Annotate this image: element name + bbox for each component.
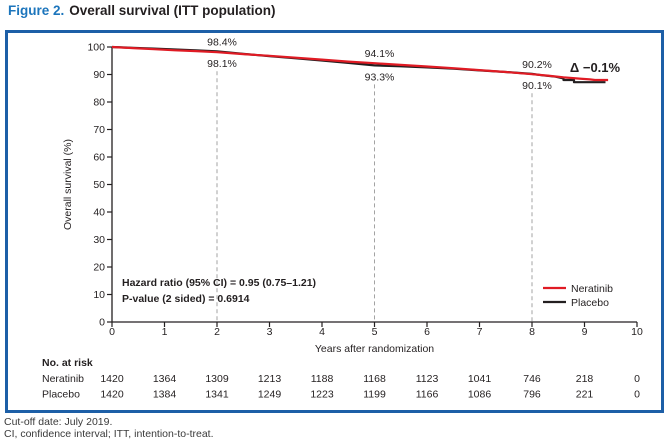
risk-value: 746 — [523, 373, 541, 385]
x-tick-label: 4 — [319, 326, 325, 338]
x-axis-label: Years after randomization — [315, 343, 434, 355]
x-tick-label: 5 — [372, 326, 378, 338]
y-tick-label: 40 — [93, 207, 105, 219]
risk-value: 221 — [576, 389, 594, 401]
survival-rate-annotation: 90.1% — [522, 80, 552, 92]
risk-row-name-neratinib: Neratinib — [42, 373, 84, 385]
risk-value: 1123 — [416, 373, 439, 385]
p-value-text: P-value (2 sided) = 0.6914 — [122, 293, 250, 305]
delta-annotation: Δ −0.1% — [570, 60, 621, 75]
neratinib-survival-curve — [111, 45, 609, 82]
y-tick-label: 70 — [93, 124, 105, 136]
cutoff-date-note: Cut-off date: July 2019. — [4, 416, 113, 428]
risk-value: 1041 — [468, 373, 492, 385]
x-tick-label: 10 — [631, 326, 643, 338]
risk-value: 1341 — [205, 389, 229, 401]
survival-rate-annotation: 93.3% — [365, 71, 395, 83]
risk-value: 1166 — [416, 389, 439, 401]
risk-value: 1249 — [258, 389, 282, 401]
x-tick-label: 2 — [214, 326, 220, 338]
figure-panel: 0 10 20 30 40 50 60 70 80 90 100 0 1 2 3 4 5 6 7 8 9 10 Years … — [5, 30, 664, 413]
x-tick-label: 0 — [109, 326, 115, 338]
risk-value: 1168 — [363, 373, 386, 385]
survival-rate-annotation: 90.2% — [522, 59, 552, 71]
risk-value: 1364 — [153, 373, 177, 385]
survival-rate-annotation: 98.4% — [207, 36, 237, 48]
risk-value: 1420 — [100, 373, 124, 385]
risk-value: 1223 — [310, 389, 334, 401]
risk-value: 218 — [576, 373, 594, 385]
survival-chart: 0 10 20 30 40 50 60 70 80 90 100 0 1 2 3 4 5 6 7 8 9 10 Years … — [42, 36, 643, 401]
x-tick-label: 1 — [162, 326, 168, 338]
y-tick-label: 60 — [93, 152, 105, 164]
hazard-ratio-text: Hazard ratio (95% CI) = 0.95 (0.75–1.21) — [122, 277, 316, 289]
survival-rate-annotation: 94.1% — [365, 48, 395, 60]
figure-title-text: Overall survival (ITT population) — [69, 3, 276, 18]
risk-value: 0 — [634, 389, 640, 401]
risk-value: 1384 — [153, 389, 177, 401]
risk-row-name-placebo: Placebo — [42, 389, 80, 401]
y-axis-label: Overall survival (%) — [62, 139, 74, 230]
risk-value: 0 — [634, 373, 640, 385]
legend-label-placebo: Placebo — [571, 297, 609, 309]
risk-value: 1188 — [311, 373, 334, 385]
y-tick-label: 20 — [93, 262, 105, 274]
x-tick-label: 9 — [582, 326, 588, 338]
x-tick-label: 6 — [424, 326, 430, 338]
risk-value: 1420 — [100, 389, 124, 401]
y-tick-label: 10 — [93, 289, 105, 301]
risk-value: 1086 — [468, 389, 492, 401]
y-tick-label: 0 — [99, 317, 105, 329]
risk-value: 1213 — [258, 373, 282, 385]
risk-table-header: No. at risk — [42, 357, 93, 369]
x-tick-label: 7 — [477, 326, 483, 338]
risk-value: 1199 — [363, 389, 386, 401]
figure-title: Figure 2. Overall survival (ITT populatio… — [8, 3, 276, 18]
x-tick-label: 8 — [529, 326, 535, 338]
survival-rate-annotation: 98.1% — [207, 58, 237, 70]
y-tick-label: 80 — [93, 97, 105, 109]
legend-label-neratinib: Neratinib — [571, 283, 613, 295]
risk-value: 1309 — [205, 373, 229, 385]
figure-footnote: Cut-off date: July 2019. CI, confidence … — [4, 416, 214, 440]
y-tick-label: 100 — [87, 42, 105, 54]
abbreviations-note: CI, confidence interval; ITT, intention-… — [4, 428, 214, 440]
y-tick-label: 30 — [93, 234, 105, 246]
y-tick-label: 50 — [93, 179, 105, 191]
y-tick-label: 90 — [93, 69, 105, 81]
risk-value: 796 — [523, 389, 541, 401]
x-tick-label: 3 — [267, 326, 273, 338]
figure-number: Figure 2. — [8, 3, 65, 18]
